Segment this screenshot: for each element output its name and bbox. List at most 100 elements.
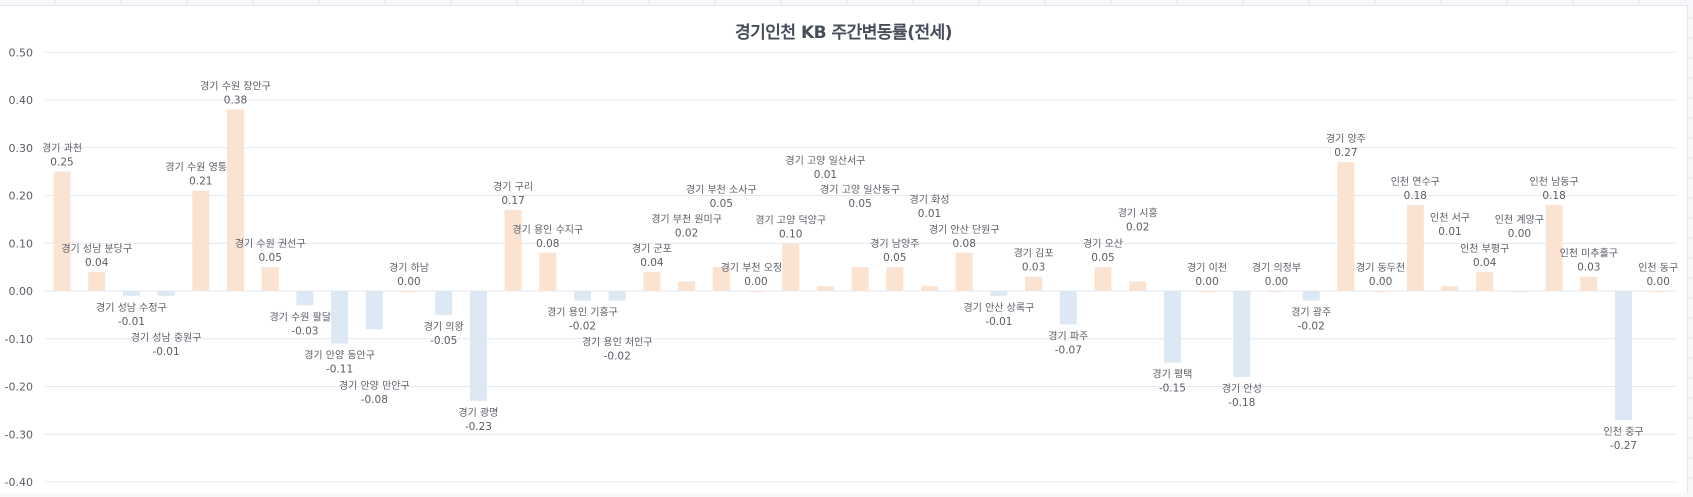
bar <box>504 209 522 291</box>
data-label-category: 경기 고양 덕양구 <box>755 213 826 226</box>
data-label-category: 경기 동두천 <box>1356 261 1405 274</box>
bar <box>782 243 800 291</box>
data-label-value: 0.01 <box>814 169 837 181</box>
bar <box>1268 291 1285 292</box>
data-label-category: 인천 동구 <box>1638 262 1678 274</box>
data-label-value: 0.00 <box>744 276 767 288</box>
data-label-value: 0.08 <box>536 238 559 250</box>
data-label-value: 0.27 <box>1334 147 1357 159</box>
data-label-value: 0.03 <box>1022 262 1045 274</box>
data-label-value: -0.05 <box>430 335 457 347</box>
bar <box>1233 291 1251 377</box>
data-label-value: 0.21 <box>189 176 212 188</box>
bar <box>331 291 349 344</box>
data-label-value: -0.01 <box>118 316 145 328</box>
data-label-category: 경기 부천 오정구 <box>721 261 792 274</box>
data-label-category: 경기 의왕 <box>424 320 464 333</box>
data-label-category: 경기 용인 처인구 <box>582 336 653 349</box>
bar <box>1337 162 1355 291</box>
chart-area[interactable]: 경기인천 KB 주간변동률(전세) 0.50 0.40 0.30 0.20 0.10 0.… <box>0 5 1688 493</box>
data-label-value: 0.05 <box>883 252 906 264</box>
data-label-category: 인천 연수구 <box>1391 176 1440 188</box>
data-label-category: 경기 고양 일산동구 <box>820 183 900 196</box>
bar <box>816 286 834 291</box>
bar <box>643 271 661 291</box>
data-label-category: 경기 용인 수지구 <box>512 223 583 236</box>
bar <box>1406 205 1424 291</box>
data-label-category: 인천 서구 <box>1430 212 1470 224</box>
data-label-value: 0.18 <box>1404 190 1427 202</box>
bar <box>712 267 730 291</box>
bar <box>122 291 140 296</box>
data-label-category: 경기 평택 <box>1152 368 1192 381</box>
bar <box>1025 276 1043 291</box>
y-tick-label: 0.50 <box>9 46 34 59</box>
bar <box>886 267 904 291</box>
data-label-category: 인천 남동구 <box>1530 176 1579 188</box>
bar <box>1615 291 1632 420</box>
bar <box>296 291 314 306</box>
bar <box>1441 286 1459 291</box>
data-label-value: -0.18 <box>1228 397 1255 409</box>
data-label-value: 0.00 <box>397 276 420 288</box>
bar <box>574 291 591 301</box>
data-label-value: -0.11 <box>326 364 353 376</box>
bar <box>88 271 106 291</box>
y-tick-label: 0.20 <box>9 190 34 203</box>
bar <box>1545 205 1563 291</box>
data-label-category: 경기 안양 만안구 <box>339 379 410 392</box>
data-label-value: 0.05 <box>848 198 871 210</box>
data-label-category: 경기 안양 동안구 <box>304 349 375 362</box>
data-label-value: 0.04 <box>1473 257 1497 269</box>
data-label-category: 인천 미추홀구 <box>1560 247 1618 260</box>
y-tick-label: -0.40 <box>5 476 33 489</box>
data-label-category: 경기 오산 <box>1083 237 1123 250</box>
bar <box>400 291 418 292</box>
bar <box>157 291 175 296</box>
data-label-category: 경기 수원 영통구 <box>165 161 236 174</box>
y-tick-label: 0.30 <box>9 142 34 155</box>
bar <box>1476 271 1494 291</box>
data-label-category: 경기 이천 <box>1187 261 1227 274</box>
bar <box>990 291 1008 296</box>
data-label-value: 0.05 <box>259 252 282 264</box>
data-label-value: -0.02 <box>604 351 631 363</box>
data-label-category: 인천 중구 <box>1604 426 1644 438</box>
data-label-value: 0.01 <box>918 208 941 220</box>
data-label-value: 0.02 <box>675 227 698 239</box>
bar <box>1580 276 1598 291</box>
bar <box>1302 291 1320 301</box>
data-label-category: 경기 안산 상록구 <box>964 301 1035 314</box>
data-label-category: 경기 수원 팔달구 <box>270 310 341 323</box>
data-label-value: -0.07 <box>1055 344 1082 356</box>
data-label-value: 0.04 <box>640 257 664 269</box>
data-label-value: 0.05 <box>710 198 733 210</box>
bar <box>851 267 869 291</box>
bar <box>227 109 244 291</box>
data-label-category: 경기 용인 기흥구 <box>547 306 618 319</box>
data-label-value: 0.00 <box>1508 228 1531 240</box>
data-label-value: 0.38 <box>224 95 247 107</box>
data-label-value: -0.23 <box>465 421 492 433</box>
data-label-value: 0.04 <box>85 257 109 269</box>
data-label-value: 0.25 <box>50 157 73 169</box>
y-tick-label: 0.00 <box>9 285 34 298</box>
data-label-category: 경기 양주 <box>1326 132 1366 145</box>
data-label-category: 인천 부평구 <box>1460 243 1509 255</box>
data-label-value: 0.05 <box>1091 252 1114 264</box>
bar <box>1649 291 1667 292</box>
data-label-value: 0.08 <box>953 238 976 250</box>
data-label-value: 0.01 <box>1438 226 1461 238</box>
data-label-value: 0.18 <box>1542 190 1565 202</box>
y-tick-label: -0.30 <box>5 428 33 441</box>
bar <box>747 291 765 292</box>
bar <box>1163 291 1181 363</box>
bar <box>608 291 626 301</box>
bar <box>1094 267 1112 291</box>
data-label-value: 0.17 <box>501 195 524 207</box>
data-label-category: 경기 안산 단원구 <box>929 223 1000 236</box>
data-label-category: 경기 파주 <box>1048 329 1088 342</box>
bar <box>921 286 938 291</box>
data-label-value: 0.10 <box>779 228 802 240</box>
